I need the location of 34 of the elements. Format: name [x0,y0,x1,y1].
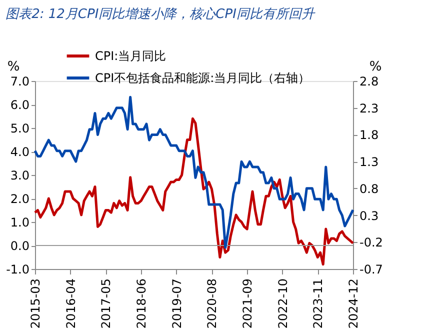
legend-label: CPI不包括食品和能源:当月同比（右轴） [95,71,310,85]
y2-tick-label: 1.3 [360,155,379,170]
x-tick-label: 2020-08 [205,278,220,329]
x-tick-label: 2024-12 [346,278,360,329]
x-tick-label: 2021-09 [240,278,255,329]
x-tick-label: 2019-07 [170,278,184,329]
x-tick-label: 2015-03 [28,278,42,329]
y-tick-label: 2.0 [10,192,30,206]
line-series [34,96,354,249]
x-tick-label: 2017-05 [99,278,114,329]
y-tick-label: 7.0 [10,74,30,88]
y2-axis-title: % [369,60,382,74]
y-tick-label: 3.0 [10,168,30,182]
y2-tick-label: 0.3 [360,208,379,223]
chart-title: 图表2: 12月CPI同比增速小降，核心CPI同比有所回升 [6,6,316,22]
y-tick-label: 1.0 [10,216,30,230]
y2-tick-label: -0.2 [360,236,383,250]
y-tick-label: 5.0 [10,122,30,136]
x-tick-label: 2023-11 [311,278,326,329]
x-tick-label: 2016-04 [64,278,78,329]
y-axis-title: % [7,60,20,74]
y-tick-label: 4.0 [10,145,30,159]
y2-tick-label: 0.8 [360,182,379,196]
x-tick-label: 2018-06 [134,278,149,329]
y-tick-label: 0.0 [10,239,30,253]
y2-tick-label: -0.7 [360,262,383,276]
y2-tick-label: 1.8 [360,128,379,142]
y-tick-label: -1.0 [6,262,30,276]
y2-tick-label: 2.8 [360,74,379,88]
y2-tick-label: 2.3 [360,101,379,116]
line-series [34,117,354,266]
y-tick-label: 6.0 [10,98,30,112]
x-tick-label: 2022-10 [276,278,290,329]
legend-label: CPI:当月同比 [95,49,166,63]
